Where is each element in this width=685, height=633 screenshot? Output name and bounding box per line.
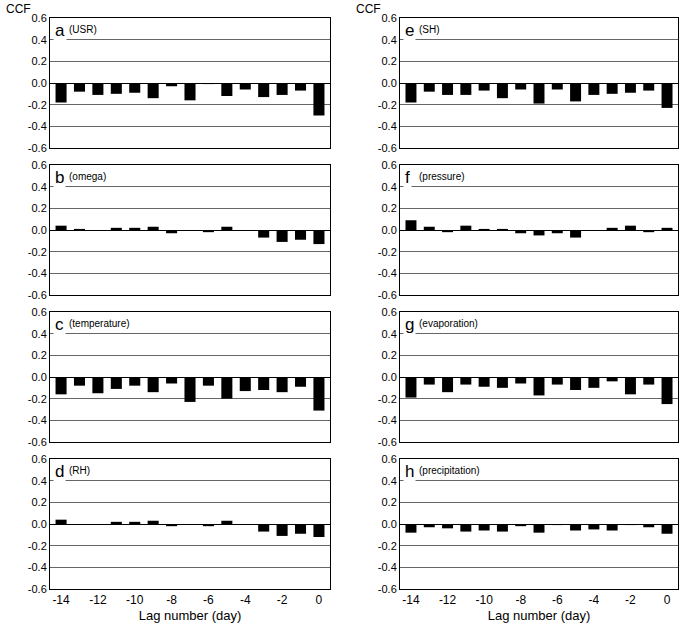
svg-text:0.0: 0.0 [382,77,397,89]
svg-text:d: d [55,462,64,481]
svg-text:0.6: 0.6 [382,453,397,465]
svg-text:-6: -6 [552,593,563,607]
svg-text:-0.6: -0.6 [378,583,397,595]
svg-text:-0.2: -0.2 [378,393,397,405]
svg-text:Lag number (day): Lag number (day) [488,608,591,623]
svg-text:-0.6: -0.6 [28,142,47,154]
svg-text:-10: -10 [475,593,493,607]
svg-text:(precipitation): (precipitation) [419,465,480,476]
svg-text:0.4: 0.4 [32,34,47,46]
svg-text:(temperature): (temperature) [69,318,130,329]
svg-text:-0.2: -0.2 [28,393,47,405]
svg-text:-0.6: -0.6 [28,583,47,595]
svg-text:-0.4: -0.4 [28,120,47,132]
svg-text:0.2: 0.2 [32,349,47,361]
svg-text:CCF: CCF [356,2,381,16]
svg-text:-0.2: -0.2 [378,540,397,552]
svg-text:a: a [55,21,65,40]
svg-text:0.0: 0.0 [382,518,397,530]
svg-text:CCF: CCF [6,2,31,16]
svg-text:0.0: 0.0 [32,518,47,530]
svg-text:-0.6: -0.6 [378,289,397,301]
svg-text:0.4: 0.4 [382,328,397,340]
svg-text:-0.6: -0.6 [28,436,47,448]
svg-text:-0.2: -0.2 [28,540,47,552]
svg-text:0.6: 0.6 [382,159,397,171]
svg-text:-2: -2 [625,593,636,607]
svg-text:0.2: 0.2 [382,496,397,508]
svg-text:(pressure): (pressure) [419,171,465,182]
svg-text:0.4: 0.4 [32,328,47,340]
svg-text:-10: -10 [126,593,144,607]
svg-text:b: b [55,168,64,187]
svg-text:-4: -4 [240,593,251,607]
svg-text:0.2: 0.2 [382,202,397,214]
svg-text:-12: -12 [439,593,457,607]
svg-text:0.0: 0.0 [382,224,397,236]
svg-text:0.2: 0.2 [32,55,47,67]
svg-text:-0.2: -0.2 [378,246,397,258]
svg-text:h: h [405,462,414,481]
svg-text:0.4: 0.4 [382,34,397,46]
svg-text:f: f [405,168,410,187]
svg-text:0.0: 0.0 [32,77,47,89]
svg-text:-14: -14 [402,593,420,607]
svg-text:-8: -8 [515,593,526,607]
svg-text:(omega): (omega) [69,171,106,182]
svg-text:-0.4: -0.4 [378,120,397,132]
svg-text:-0.6: -0.6 [378,142,397,154]
svg-text:-0.6: -0.6 [378,436,397,448]
svg-text:0.6: 0.6 [32,306,47,318]
svg-text:-0.4: -0.4 [378,414,397,426]
svg-text:Lag number (day): Lag number (day) [139,608,242,623]
svg-text:-0.6: -0.6 [28,289,47,301]
svg-text:0.6: 0.6 [382,306,397,318]
svg-text:(USR): (USR) [69,24,97,35]
svg-text:-0.2: -0.2 [28,99,47,111]
svg-text:0.6: 0.6 [32,12,47,24]
svg-text:0.2: 0.2 [382,55,397,67]
svg-text:0.2: 0.2 [382,349,397,361]
svg-text:0: 0 [316,593,323,607]
svg-text:0: 0 [664,593,671,607]
svg-text:-2: -2 [277,593,288,607]
svg-text:-0.4: -0.4 [28,414,47,426]
svg-text:0.2: 0.2 [32,202,47,214]
svg-text:g: g [405,315,414,334]
svg-text:-0.4: -0.4 [378,561,397,573]
svg-text:(evaporation): (evaporation) [419,318,478,329]
svg-text:-4: -4 [589,593,600,607]
svg-text:(RH): (RH) [69,465,90,476]
svg-text:0.0: 0.0 [32,224,47,236]
svg-text:0.6: 0.6 [32,453,47,465]
svg-text:-0.4: -0.4 [28,561,47,573]
svg-text:0.4: 0.4 [382,181,397,193]
svg-text:-0.2: -0.2 [28,246,47,258]
svg-text:0.2: 0.2 [32,496,47,508]
svg-text:-6: -6 [203,593,214,607]
svg-text:0.4: 0.4 [32,475,47,487]
svg-text:0.4: 0.4 [382,475,397,487]
svg-text:0.6: 0.6 [382,12,397,24]
svg-text:0.4: 0.4 [32,181,47,193]
svg-text:0.0: 0.0 [32,371,47,383]
svg-text:c: c [55,315,64,334]
svg-text:-0.4: -0.4 [28,267,47,279]
svg-text:0.0: 0.0 [382,371,397,383]
svg-text:0.6: 0.6 [32,159,47,171]
svg-text:-14: -14 [52,593,70,607]
svg-text:-0.4: -0.4 [378,267,397,279]
svg-text:-0.2: -0.2 [378,99,397,111]
svg-text:-8: -8 [166,593,177,607]
svg-text:-12: -12 [89,593,107,607]
svg-text:e: e [405,21,414,40]
svg-text:(SH): (SH) [419,24,440,35]
